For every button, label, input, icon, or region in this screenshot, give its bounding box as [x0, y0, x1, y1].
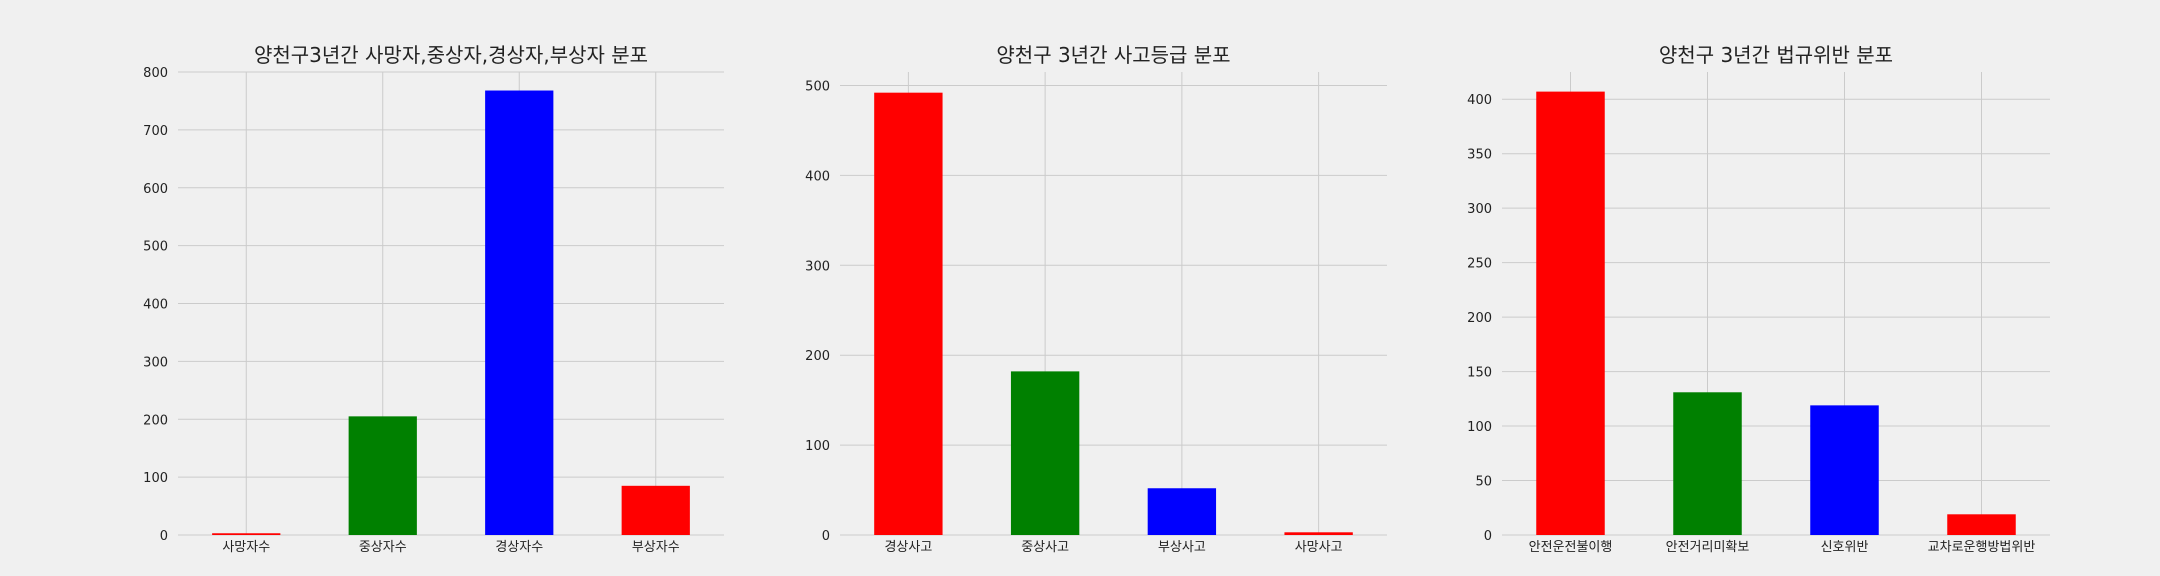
y-tick-label: 150 — [1467, 366, 1492, 381]
y-tick-label: 500 — [805, 79, 830, 94]
y-tick-label: 500 — [143, 240, 168, 255]
y-tick-label: 200 — [805, 349, 830, 364]
bars — [874, 92, 1353, 535]
y-tick-label: 100 — [805, 439, 830, 454]
bar-안전거리미확보 — [1673, 392, 1742, 535]
bar-경상사고 — [874, 92, 943, 535]
bar-중상자수 — [348, 416, 417, 535]
y-tick-label: 50 — [1475, 475, 1492, 490]
x-tick-label: 안전거리미확보 — [1666, 540, 1750, 555]
bar-경상자수 — [485, 90, 554, 536]
bar-부상자수 — [621, 485, 690, 535]
bar-안전운전불이행 — [1536, 91, 1605, 536]
x-tick-label: 부상사고 — [1158, 540, 1206, 555]
y-tick-label: 0 — [160, 529, 168, 544]
bar-교차로운행방법위반 — [1947, 514, 2016, 535]
bars — [212, 90, 690, 536]
chart-title: 양천구3년간 사망자,중상자,경상자,부상자 분포 — [254, 43, 648, 67]
y-tick-label: 400 — [1467, 93, 1492, 108]
chart-1: 0 100 200 300 400 500 600 700 800 사망자수 중상자수 경상자수 부상자… — [143, 43, 724, 555]
x-tick-label: 신호위반 — [1821, 540, 1869, 555]
y-tick-label: 600 — [143, 182, 168, 197]
x-tick-label: 중상사고 — [1021, 540, 1069, 555]
y-tick-label: 300 — [1467, 202, 1492, 217]
y-tick-label: 250 — [1467, 257, 1492, 272]
x-tick-label: 부상자수 — [632, 540, 680, 555]
x-tick-label: 경상사고 — [884, 540, 932, 555]
chart-title: 양천구 3년간 법규위반 분포 — [1659, 43, 1893, 67]
x-tick-label: 안전운전불이행 — [1529, 539, 1613, 555]
y-tick-label: 0 — [822, 529, 830, 544]
x-tick-label: 사망자수 — [222, 540, 270, 555]
bar-부상사고 — [1147, 488, 1217, 535]
x-tick-label: 교차로운행방법위반 — [1928, 539, 2036, 555]
y-tick-label: 400 — [805, 169, 830, 184]
y-tick-label: 800 — [143, 66, 168, 81]
bar-중상사고 — [1010, 371, 1080, 535]
y-tick-label: 300 — [805, 259, 830, 274]
y-tick-label: 700 — [143, 124, 168, 139]
y-tick-label: 350 — [1467, 148, 1492, 163]
x-tick-label: 경상자수 — [495, 540, 543, 555]
y-tick-label: 400 — [143, 298, 168, 313]
bar-사망사고 — [1284, 532, 1353, 535]
y-tick-label: 100 — [143, 471, 168, 486]
bar-신호위반 — [1810, 405, 1879, 535]
y-tick-label: 300 — [143, 355, 168, 370]
y-tick-label: 200 — [143, 413, 168, 428]
bar-사망자수 — [212, 533, 281, 535]
y-tick-label: 200 — [1467, 311, 1492, 326]
x-tick-label: 중상자수 — [359, 540, 407, 555]
bars — [1536, 91, 2016, 536]
x-tick-label: 사망사고 — [1295, 540, 1343, 555]
y-tick-label: 0 — [1484, 529, 1492, 544]
y-tick-label: 100 — [1467, 420, 1492, 435]
chart-3: 0 50 100 150 200 250 300 350 400 안전운전불이행 안전거리미확보 신호… — [1467, 43, 2050, 555]
chart-2: 0 100 200 300 400 500 경상사고 중상사고 부상사고 사망사고 양천구 3년간 … — [805, 43, 1387, 555]
chart-title: 양천구 3년간 사고등급 분포 — [996, 43, 1230, 67]
